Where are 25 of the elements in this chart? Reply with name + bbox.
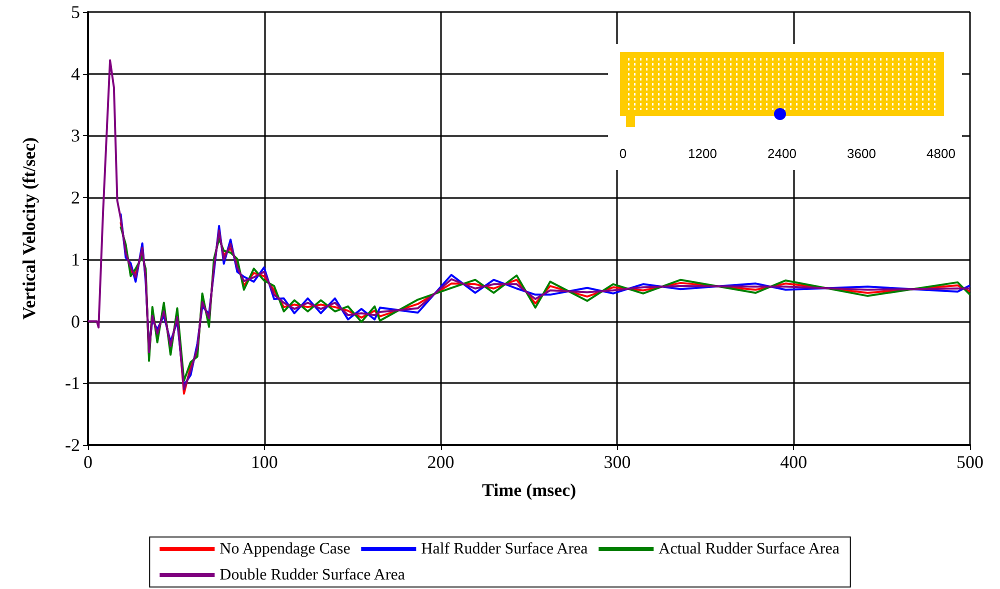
y-tick-label: -2	[65, 435, 80, 455]
y-tick-label: 3	[71, 126, 80, 146]
legend-label: Actual Rudder Surface Area	[658, 540, 840, 558]
y-tick-label: 1	[71, 249, 80, 270]
annotation: 3600	[847, 146, 876, 161]
y-tick-label: -1	[65, 373, 80, 394]
y-tick-label: 4	[71, 64, 80, 84]
y-tick-label: 2	[71, 188, 80, 208]
y-tick-label: 0	[71, 311, 80, 332]
legend-label: Double Rudder Surface Area	[220, 566, 405, 584]
x-axis-title: Time (msec)	[482, 480, 576, 500]
x-tick-label: 0	[84, 452, 92, 472]
y-tick-label: 5	[71, 2, 80, 22]
x-tick-label: 500	[956, 452, 984, 472]
legend-label: No Appendage Case	[220, 540, 350, 558]
x-tick-label: 200	[427, 452, 454, 472]
y-axis-title: Vertical Velocity (ft/sec)	[19, 137, 39, 320]
x-tick-label: 400	[780, 452, 808, 472]
annotation: 1200	[688, 146, 717, 161]
annotation: 4800	[926, 146, 956, 161]
x-tick-label: 300	[604, 452, 631, 472]
x-tick-label: 100	[250, 452, 278, 472]
annotation: 0	[619, 146, 627, 161]
legend-label: Half Rudder Surface Area	[421, 540, 588, 558]
annotation: 2400	[768, 146, 796, 161]
